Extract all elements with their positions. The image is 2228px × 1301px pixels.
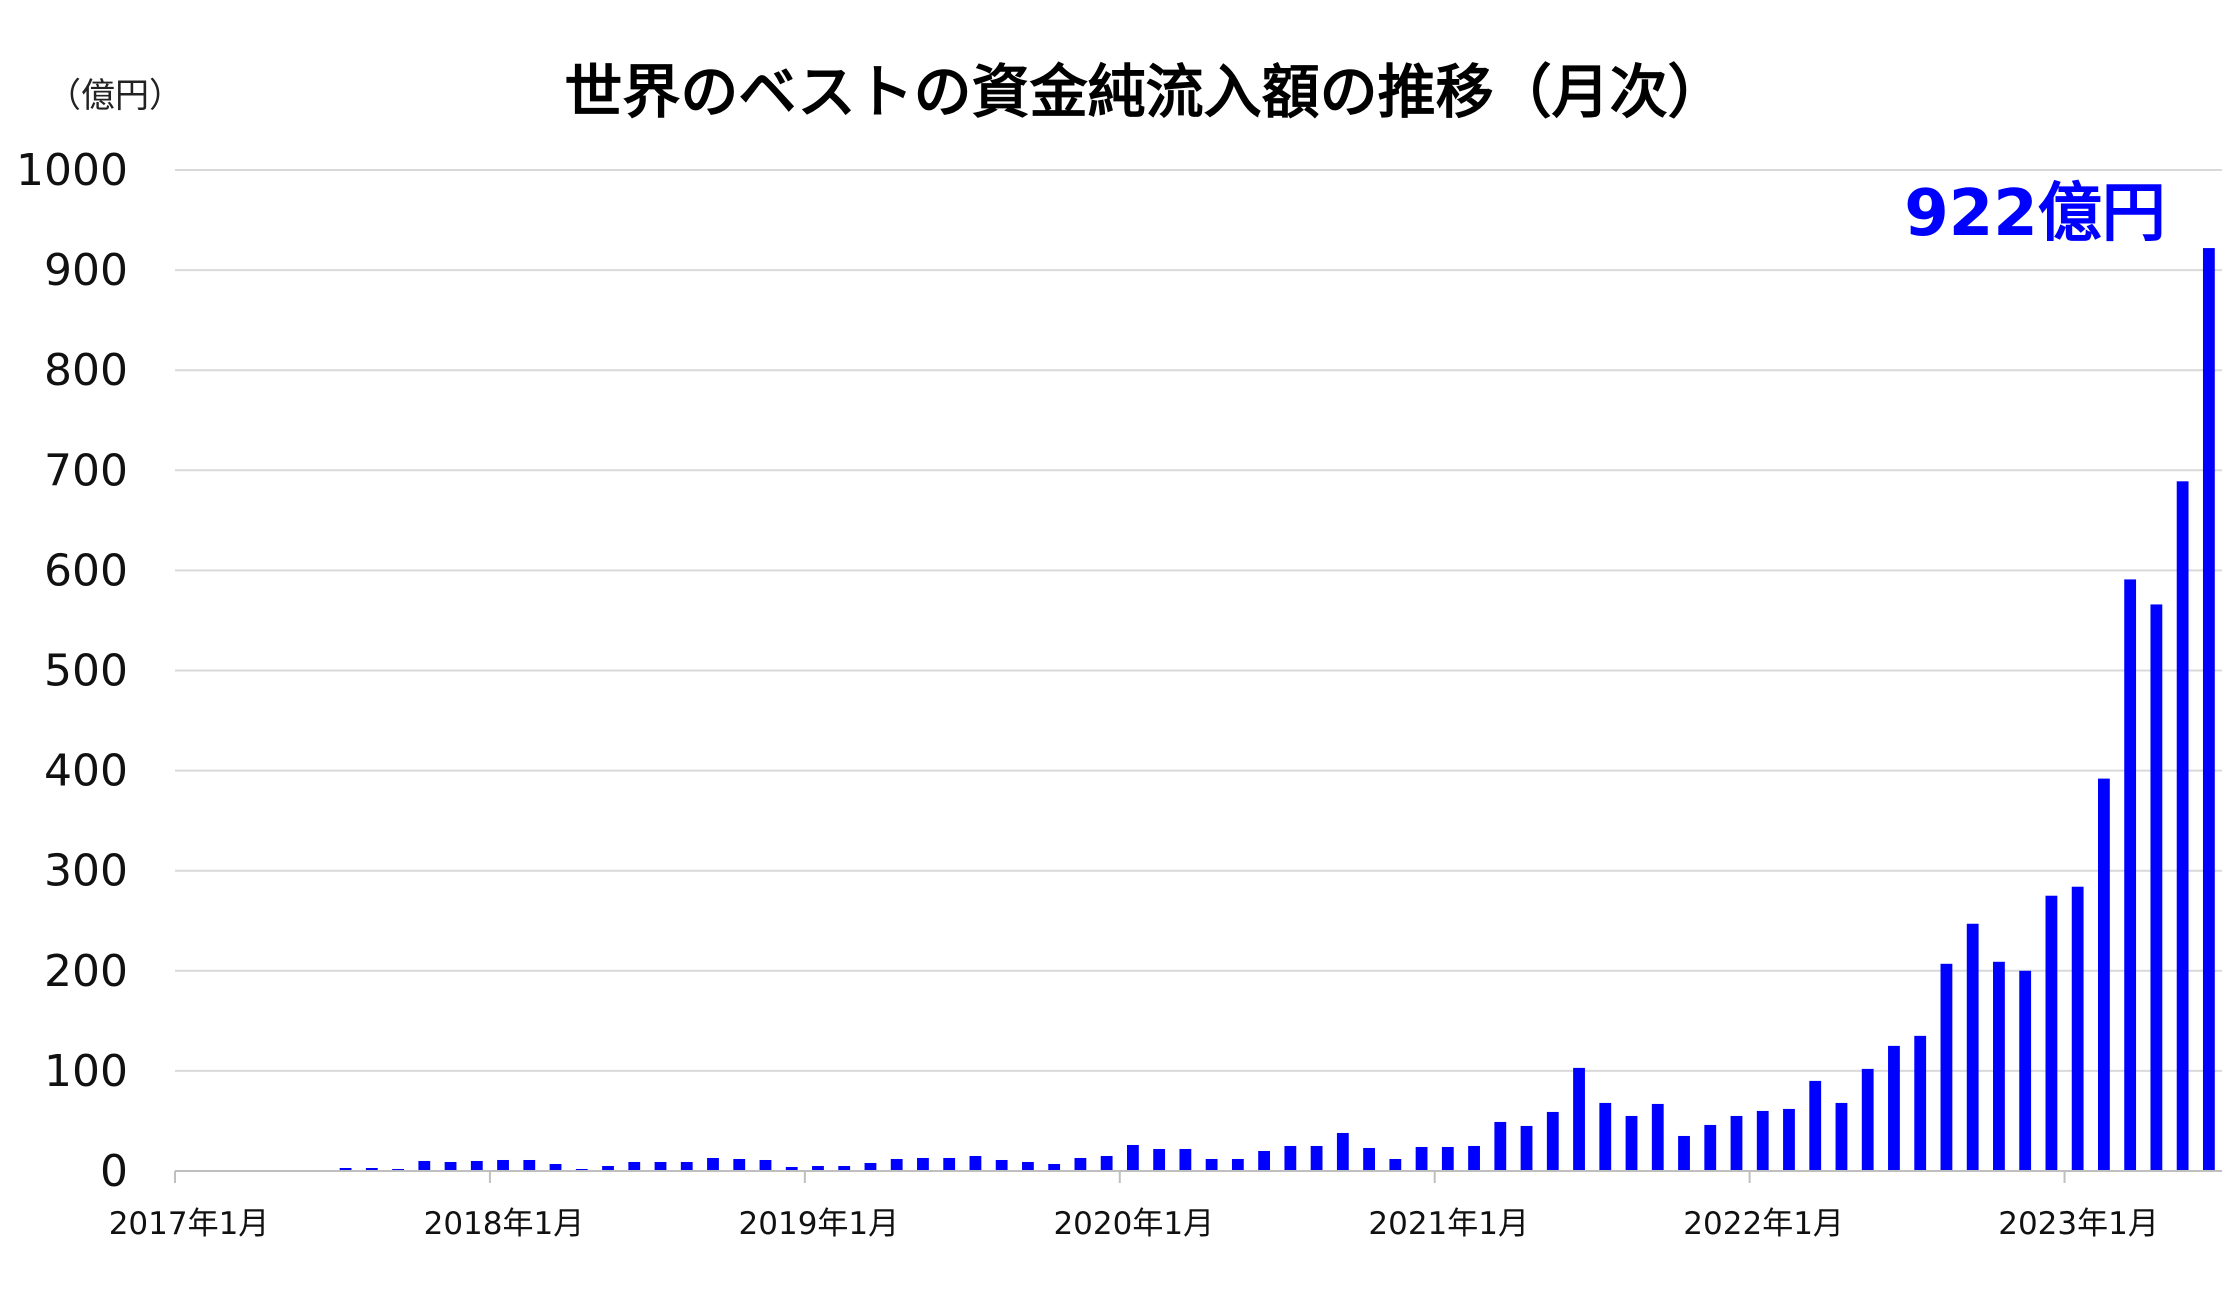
bar (470, 1160, 483, 1171)
bar (1573, 1067, 1585, 1171)
bar (1966, 923, 1979, 1171)
bar (1625, 1115, 1638, 1171)
bar (1100, 1155, 1113, 1171)
bar (707, 1157, 719, 1171)
x-tick-label: 2019年1月 (739, 1206, 900, 1242)
y-tick-label: 700 (44, 445, 128, 496)
y-tick-label: 200 (44, 946, 128, 997)
bar (1756, 1110, 1769, 1171)
y-tick-label: 0 (100, 1146, 128, 1197)
bar (2045, 895, 2058, 1171)
bar (2071, 886, 2084, 1171)
bar (365, 1167, 378, 1171)
bar (1494, 1121, 1507, 1171)
bar (2202, 248, 2215, 1171)
x-tick-label: 2017年1月 (109, 1206, 270, 1242)
bar (1888, 1045, 1900, 1171)
bar (1599, 1102, 1612, 1171)
bar (392, 1168, 404, 1171)
bars (339, 248, 2215, 1171)
y-unit-label: （億円） (47, 76, 183, 116)
bar (759, 1159, 772, 1171)
bar (549, 1163, 562, 1171)
bar (1048, 1163, 1061, 1171)
bar (628, 1161, 641, 1171)
bar (1809, 1080, 1822, 1171)
bar (1730, 1115, 1743, 1171)
y-tick-label: 800 (44, 345, 128, 396)
bar (890, 1158, 903, 1171)
bar (1993, 961, 2005, 1171)
bar (785, 1166, 798, 1171)
x-tick-label: 2020年1月 (1053, 1206, 1214, 1242)
bar (1336, 1132, 1349, 1171)
bar (1205, 1158, 1218, 1171)
bar (1310, 1145, 1323, 1171)
bar (602, 1165, 614, 1171)
bar (2124, 579, 2137, 1171)
bar (2097, 778, 2110, 1171)
bar (575, 1168, 588, 1171)
bar (1441, 1146, 1454, 1171)
peak-annotation: 922億円 (1904, 177, 2166, 251)
bar (497, 1159, 509, 1171)
axes: 0 100 200 300 400 500 600 700 800 900 1000 2017年1月 2… (16, 145, 2222, 1242)
bar (1231, 1158, 1244, 1171)
bar (444, 1161, 457, 1171)
bar (1284, 1145, 1297, 1171)
y-tick-label: 100 (44, 1046, 128, 1097)
y-tick-label: 500 (44, 646, 128, 697)
bar (2176, 481, 2189, 1171)
chart-title: 世界のベストの資金純流入額の推移（月次） (564, 58, 1725, 126)
x-tick-label: 2021年1月 (1368, 1206, 1529, 1242)
bar (1126, 1144, 1139, 1171)
x-tick-label: 2018年1月 (424, 1206, 585, 1242)
bar (1783, 1108, 1795, 1171)
bar (969, 1155, 982, 1171)
y-tick-label: 900 (44, 245, 128, 296)
bar (1940, 963, 1953, 1171)
bar (1520, 1125, 1533, 1171)
bar (1835, 1102, 1848, 1171)
bar (812, 1165, 824, 1171)
bar (1258, 1150, 1271, 1171)
bar (733, 1158, 746, 1171)
grid (175, 169, 2222, 1072)
bar (1678, 1135, 1690, 1171)
bar (1074, 1157, 1087, 1171)
bar (1651, 1103, 1664, 1171)
y-tick-label: 300 (44, 846, 128, 897)
x-tick-label: 2022年1月 (1683, 1206, 1844, 1242)
bar (1914, 1035, 1927, 1171)
bar (1704, 1124, 1717, 1171)
bar (943, 1157, 956, 1171)
bar (917, 1157, 929, 1171)
bar (1179, 1148, 1192, 1171)
bar (838, 1165, 851, 1171)
bar (1022, 1161, 1034, 1171)
bar (339, 1167, 352, 1171)
bar (680, 1161, 693, 1171)
bar (1389, 1158, 1402, 1171)
y-tick-label: 400 (44, 746, 128, 797)
bar (1468, 1145, 1480, 1171)
y-tick-label: 1000 (16, 145, 128, 196)
bar (2150, 604, 2163, 1171)
bar (2019, 970, 2032, 1171)
bar (1415, 1146, 1428, 1171)
bar (418, 1160, 431, 1171)
bar (1363, 1147, 1375, 1171)
bar (523, 1159, 536, 1171)
x-tick-label: 2023年1月 (1998, 1206, 2159, 1242)
bar (654, 1161, 667, 1171)
bar (1153, 1148, 1166, 1171)
bar (1546, 1111, 1559, 1171)
bar (864, 1162, 877, 1171)
y-tick-label: 600 (44, 545, 128, 596)
bar (1861, 1068, 1874, 1171)
bar (995, 1159, 1008, 1171)
